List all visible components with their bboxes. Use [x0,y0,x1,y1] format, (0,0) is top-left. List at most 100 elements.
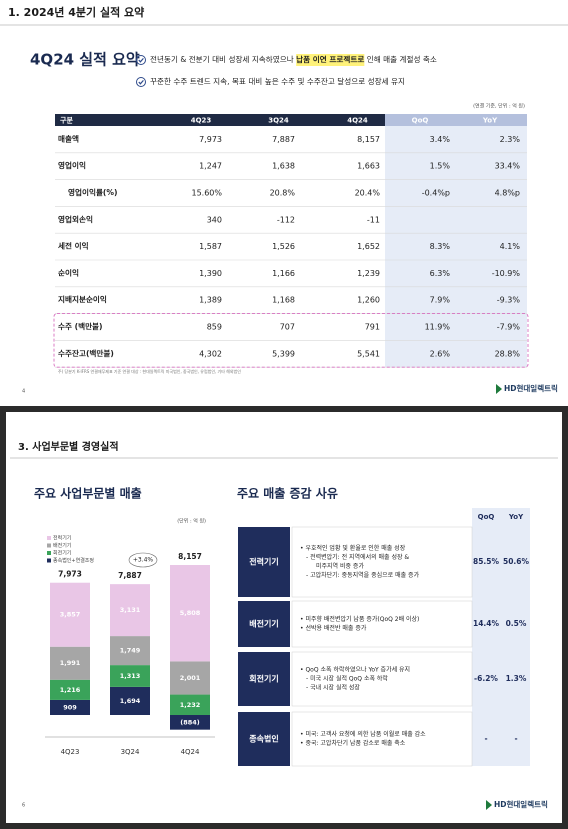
segment-label: 3,131 [120,606,141,614]
table-header-bar [385,114,527,126]
table-cell: 4,302 [199,349,222,358]
summary-bullet: 꾸준한 수주 트렌드 지속, 목표 대비 높은 수주 및 수주잔고 달성으로 성… [150,76,405,86]
value-column-bg [472,508,530,766]
segment-label: 1,216 [60,686,81,694]
page-number: 4 [22,389,25,395]
table-cell: 1,652 [357,242,380,251]
summary-bullet: 전년동기 & 전분기 대비 성장세 지속하였으나 납품 이연 프로젝트로 인해 … [150,54,437,64]
qoq-value: 85.5% [473,557,500,566]
bar-segment [50,582,90,647]
growth-annotation: +3.4% [133,557,154,564]
table-cell: 7,887 [272,135,295,144]
reason-line: • 미국: 고객사 요청에 의한 납품 이월로 매출 감소 [300,730,426,738]
table-cell: 5,399 [272,349,295,358]
row-label: 수주잔고(백만불) [58,348,114,358]
table-cell: 20.8% [270,189,296,198]
table-cell: 1,587 [199,242,222,251]
highlighted-text: 납품 이연 프로젝트로 [296,54,364,64]
footnote: 주) 당분기 K-IFRS 연결재무제표 기준 연결 대상 : 현대일렉트릭 미… [58,368,241,374]
table-cell: 4.1% [500,242,521,251]
table-header: 4Q23 [191,117,212,125]
bar-segment [170,661,210,695]
unit-note: (연결 기준, 단위 : 억 원) [473,103,525,110]
reason-cell [291,651,473,707]
segment-label: 1,694 [120,697,141,705]
segment-name: 전력기기 [249,557,278,567]
row-label: 영업이익률(%) [68,187,117,197]
segment-cell [238,527,290,597]
reason-line: • QoQ 소폭 하락하였으나 YoY 증가세 유지 [300,666,410,674]
table-cell: 1,526 [272,242,295,251]
bullet-text: 인해 매출 계절성 축소 [364,54,437,64]
table-header: YoY [508,513,524,521]
table-header: 구분 [60,116,73,125]
check-icon [136,77,146,87]
legend-swatch [47,543,51,548]
panel-title: 주요 사업부문별 매출 [34,486,142,501]
qoq-value: -6.2% [474,674,498,683]
reason-line: - 고압차단기: 중동지역을 중심으로 매출 증가 [306,571,420,579]
reason-line: - 전력변압기: 전 지역에서의 매출 성장 & [306,553,409,561]
logo-mark [496,384,502,394]
segment-name: 배전기기 [249,619,278,629]
row-label: 순이익 [58,267,79,277]
table-cell: -112 [277,215,295,224]
annotation-oval [128,552,158,568]
table-cell: -7.9% [497,323,521,332]
bar-segment [170,715,210,730]
table-cell: 1,166 [272,269,295,278]
reason-line: • 중국: 고압차단기 납품 감소로 매출 축소 [300,739,406,747]
bar-segment [110,686,150,715]
reason-cell [291,600,473,648]
table-header: 3Q24 [268,117,289,125]
segment-label: 5,808 [180,609,201,617]
table-cell: 20.4% [355,189,381,198]
bar-segment [110,636,150,666]
table-cell: 4.8%p [495,189,520,198]
bar-segment [170,565,210,662]
table-cell: 11.9% [425,323,451,332]
table-cell: -0.4%p [422,189,450,198]
segment-label: 1,991 [60,659,81,667]
legend-swatch [47,536,51,540]
table-cell: -10.9% [492,269,521,278]
legend-swatch [47,551,51,555]
reason-line: - 국내 시장 실적 성장 [306,684,360,692]
panel-title: 주요 매출 증감 사유 [237,486,338,501]
table-cell: 1,168 [272,296,295,305]
table-header: QoQ [412,117,429,125]
section-header: 1. 2024년 4분기 실적 요약 [8,5,144,19]
table-cell: 2.6% [430,349,451,358]
yoy-value: - [514,734,517,743]
segment-name: 종속법인 [249,734,278,744]
segment-label: 1,232 [180,701,201,709]
reason-cell [291,711,473,767]
yoy-value: 50.6% [503,557,530,566]
order-highlight-box [53,313,529,368]
table-cell: 1,247 [199,162,222,171]
page-number: 6 [22,803,25,809]
category-label: 4Q23 [61,748,80,756]
table-cell: 3.4% [430,135,451,144]
bar-segment [170,694,210,715]
qoq-value: - [484,734,487,743]
row-label: 수주 (백만불) [58,321,103,331]
segment-cell [238,652,290,706]
segment-label: 2,001 [180,674,201,682]
table-cell: 707 [280,323,295,332]
yoy-value: 0.5% [506,619,527,628]
table-cell: 1,663 [357,162,380,171]
table-cell: 791 [365,323,380,332]
check-icon [138,58,144,63]
row-label: 영업이익 [58,160,86,170]
table-cell: 1,638 [272,162,295,171]
logo: HD현대일렉트릭 [494,799,548,809]
table-cell: 859 [207,323,222,332]
table-cell: -11 [367,215,380,224]
table-cell: 7,973 [199,135,222,144]
table-header: YoY [482,117,498,125]
bar-segment [50,646,90,680]
yoy-qoq-background [385,114,527,368]
total-label: 7,973 [58,570,82,579]
